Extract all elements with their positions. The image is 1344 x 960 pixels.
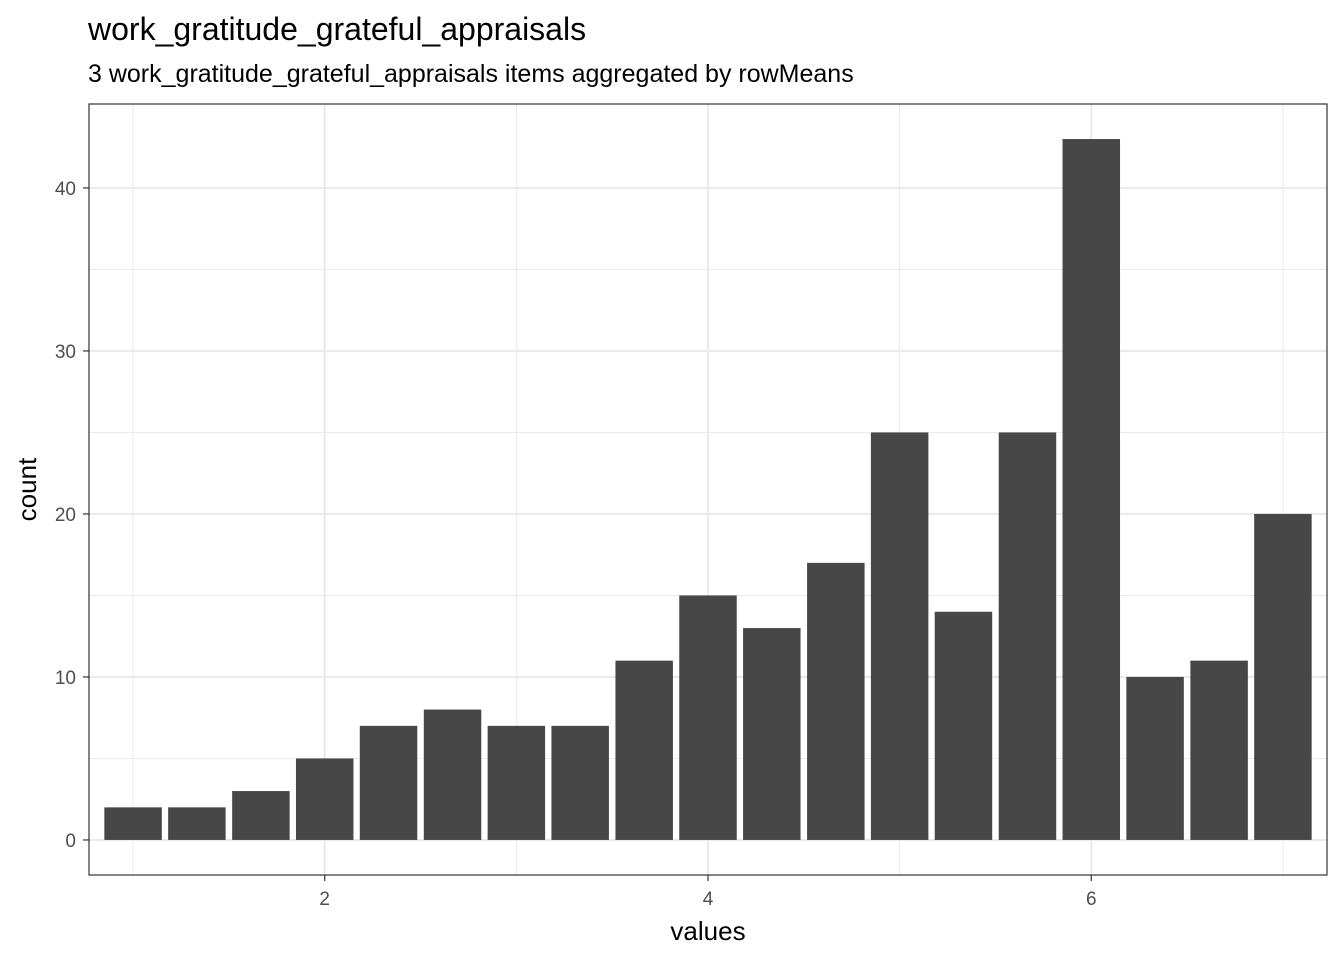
histogram-bar <box>487 725 546 840</box>
histogram-bar <box>870 432 929 840</box>
histogram-bar <box>615 660 673 840</box>
histogram-bar <box>743 628 801 840</box>
y-tick-label: 10 <box>55 668 76 689</box>
histogram-bar <box>998 432 1057 840</box>
histogram-bar <box>1062 139 1121 840</box>
histogram-bar <box>1254 513 1312 840</box>
axes: 2 4 6 0 10 20 30 40 <box>55 179 1097 910</box>
y-tick-label: 30 <box>55 342 76 363</box>
bars <box>104 139 1312 840</box>
y-tick-label: 0 <box>65 831 76 852</box>
chart-subtitle: 3 work_gratitude_grateful_appraisals ite… <box>88 60 854 88</box>
x-tick-label: 4 <box>703 889 714 910</box>
x-axis-title: values <box>670 916 745 946</box>
histogram-bar <box>551 725 609 840</box>
histogram-bar <box>104 807 162 840</box>
x-tick-label: 2 <box>319 889 330 910</box>
histogram-bar <box>807 562 865 840</box>
histogram-bar <box>679 595 737 840</box>
histogram-bar <box>359 725 418 840</box>
y-tick-label: 40 <box>55 179 76 200</box>
histogram-bar <box>1126 676 1184 840</box>
histogram-bar <box>168 807 226 840</box>
histogram-bar <box>295 758 354 840</box>
histogram-bar <box>423 709 482 840</box>
y-axis-title: count <box>12 457 42 521</box>
histogram-bar <box>1190 660 1248 840</box>
histogram-bar <box>232 791 290 840</box>
y-tick-label: 20 <box>55 505 76 526</box>
chart-title: work_gratitude_grateful_appraisals <box>87 11 586 47</box>
x-tick-label: 6 <box>1086 889 1097 910</box>
histogram-bar <box>934 611 993 840</box>
